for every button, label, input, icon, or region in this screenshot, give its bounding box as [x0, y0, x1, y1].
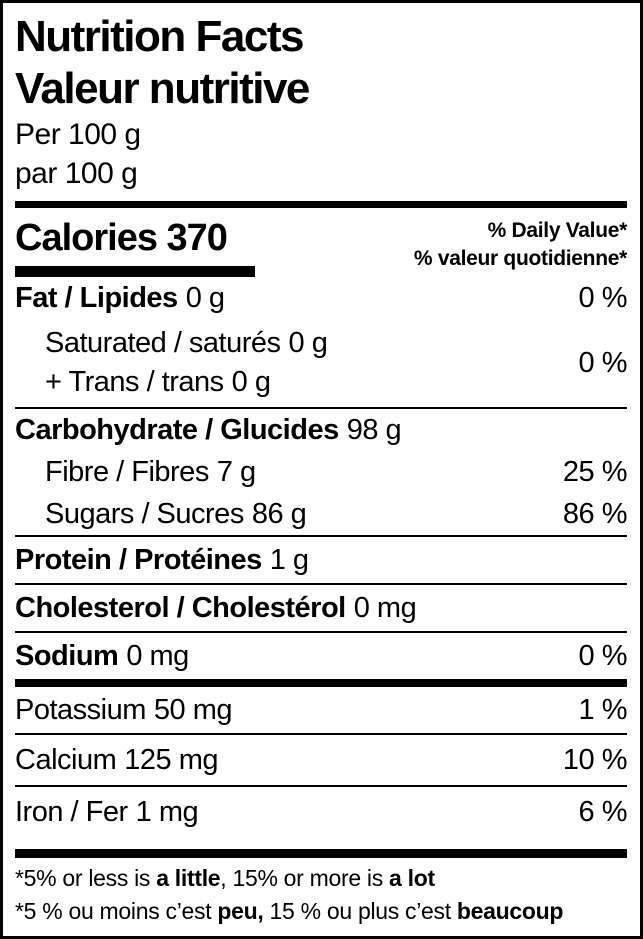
nutrient-name: Calcium 125 mg: [15, 744, 218, 776]
nutrient-label: Protein / Protéines: [15, 544, 262, 576]
divider-thin: [15, 733, 627, 735]
row-fibre: Fibre / Fibres 7 g 25 %: [15, 451, 628, 493]
nutrient-amount: 50 mg: [153, 694, 233, 726]
row-sugars: Sugars / Sucres 86 g 86 %: [15, 493, 628, 535]
row-saturated-trans: Saturated / saturés 0 g + Trans / trans 0 …: [15, 319, 628, 407]
row-potassium: Potassium 50 mg 1 %: [15, 687, 628, 733]
divider-thin: [15, 631, 627, 633]
nutrient-label: Cholesterol / Cholestérol: [15, 592, 346, 624]
divider-thick: [15, 849, 627, 858]
nutrient-label: + Trans / trans: [45, 366, 224, 398]
row-iron: Iron / Fer 1 mg 6 %: [15, 787, 628, 837]
title-fr: Valeur nutritive: [15, 64, 310, 113]
row-cholesterol: Cholesterol / Cholestérol 0 mg: [15, 585, 627, 631]
nutrient-name: Fibre / Fibres 7 g: [15, 456, 256, 488]
nutrient-name: Carbohydrate / Glucides 98 g: [15, 414, 402, 446]
trans-line: + Trans / trans 0 g: [15, 363, 327, 402]
footnote-en: *5% or less is a little, 15% or more is …: [15, 862, 627, 895]
nutrient-name: Fat / Lipides 0 g: [15, 282, 225, 314]
footnote-text: , 15% or more is: [220, 865, 390, 891]
nutrient-name: Sodium 0 mg: [15, 640, 189, 672]
calories-label: Calories: [15, 217, 158, 259]
nutrient-label: Saturated / saturés: [45, 327, 281, 359]
nutrient-amount: 98 g: [346, 414, 402, 446]
nutrient-name: Iron / Fer 1 mg: [15, 796, 199, 828]
nutrient-dv: 86 %: [562, 498, 628, 530]
nutrient-amount: 1 g: [269, 544, 309, 576]
nutrient-amount: 0 g: [231, 366, 271, 398]
footnote-text: *5 % ou moins c’est: [15, 898, 218, 924]
nutrient-label: Calcium: [15, 744, 117, 776]
nutrient-dv: 0 %: [578, 282, 628, 314]
footnote-bold: a little: [156, 865, 221, 891]
nutrient-label: Sugars / Sucres: [45, 498, 244, 530]
nutrient-name: Protein / Protéines 1 g: [15, 544, 309, 576]
nutrient-label: Fat / Lipides: [15, 282, 178, 314]
daily-value-header: % Daily Value* % valeur quotidienne*: [414, 215, 627, 273]
nutrient-amount: 0 mg: [126, 640, 189, 672]
nutrient-amount: 7 g: [216, 456, 256, 488]
calories-value: 370: [166, 217, 228, 259]
nutrient-dv: 0 %: [578, 347, 628, 379]
footnote-bold: peu,: [217, 898, 264, 924]
title-en: Nutrition Facts: [15, 12, 304, 61]
nutrient-dv: 6 %: [578, 796, 628, 828]
row-sodium: Sodium 0 mg 0 %: [15, 633, 628, 679]
row-protein: Protein / Protéines 1 g: [15, 537, 627, 583]
footnote-bold: a lot: [389, 865, 435, 891]
nutrient-name: Sugars / Sucres 86 g: [15, 498, 307, 530]
divider-thin: [15, 535, 627, 537]
divider-thin: [15, 583, 627, 585]
nutrient-label: Potassium: [15, 694, 146, 726]
calories-underline-bar: [15, 266, 255, 277]
divider-thin: [15, 407, 627, 409]
saturated-line: Saturated / saturés 0 g: [15, 324, 328, 363]
nutrient-name: Cholesterol / Cholestérol 0 mg: [15, 592, 417, 624]
nutrient-label: Iron / Fer: [15, 796, 128, 828]
footnote-fr: *5 % ou moins c’est peu, 15 % ou plus c’…: [15, 895, 627, 928]
row-calcium: Calcium 125 mg 10 %: [15, 735, 628, 785]
nutrient-label: Carbohydrate / Glucides: [15, 414, 339, 446]
divider-thick: [15, 679, 627, 687]
daily-value-header-fr: % valeur quotidienne*: [413, 247, 627, 270]
divider-thin: [15, 785, 627, 787]
footnote-section: *5% or less is a little, 15% or more is …: [15, 849, 627, 928]
serving-size-fr: par 100 g: [15, 157, 138, 190]
nutrient-name: Potassium 50 mg: [15, 694, 233, 726]
nutrient-amount: 0 mg: [353, 592, 417, 624]
nutrient-amount: 1 mg: [135, 796, 199, 828]
calories-block: Calories 370: [15, 215, 255, 277]
nutrient-label: Fibre / Fibres: [45, 456, 209, 488]
serving-size-en: Per 100 g: [15, 118, 141, 151]
nutrient-label: Sodium: [15, 640, 119, 672]
calories-line: Calories 370: [15, 215, 255, 261]
nutrient-amount: 125 mg: [124, 744, 218, 776]
row-carbohydrate: Carbohydrate / Glucides 98 g: [15, 409, 627, 451]
nutrient-dv: 25 %: [562, 456, 628, 488]
divider-thick: [15, 201, 627, 208]
nutrient-amount: 0 g: [288, 327, 328, 359]
calories-header: Calories 370 % Daily Value* % valeur quo…: [15, 208, 627, 277]
daily-value-header-en: % Daily Value*: [487, 219, 628, 242]
nutrient-amount: 0 g: [185, 282, 225, 314]
nutrient-dv: 1 %: [578, 694, 628, 726]
nutrient-dv: 0 %: [578, 640, 628, 672]
row-fat: Fat / Lipides 0 g 0 %: [15, 277, 628, 319]
nutrient-dv: 10 %: [562, 744, 628, 776]
footnote-bold: beaucoup: [456, 898, 564, 924]
nutrient-amount: 86 g: [251, 498, 307, 530]
footnote-text: 15 % ou plus c’est: [263, 898, 457, 924]
nutrient-name: Saturated / saturés 0 g + Trans / trans 0 …: [15, 324, 328, 402]
footnote-text: *5% or less is: [15, 865, 157, 891]
